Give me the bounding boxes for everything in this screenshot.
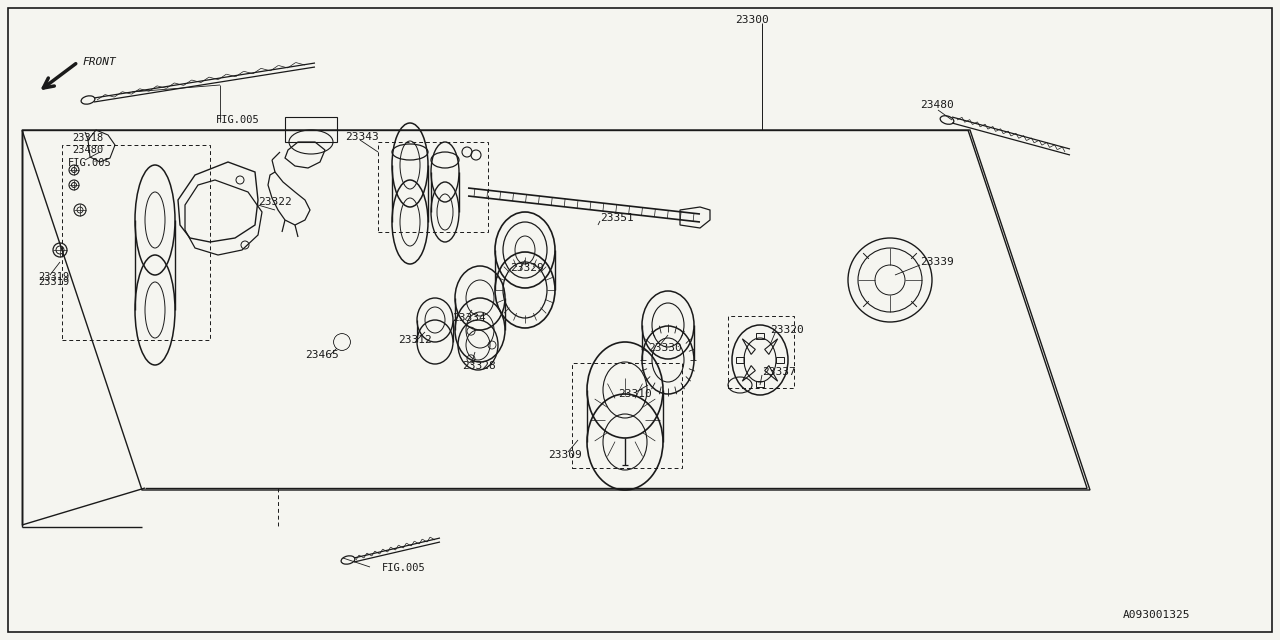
Text: 23480: 23480 bbox=[72, 145, 104, 155]
Bar bbox=[756, 381, 764, 387]
Text: 23337: 23337 bbox=[762, 367, 796, 377]
Text: 23312: 23312 bbox=[398, 335, 431, 345]
Text: 23339: 23339 bbox=[920, 257, 954, 267]
Text: FIG.005: FIG.005 bbox=[68, 158, 111, 168]
Text: 23343: 23343 bbox=[346, 132, 379, 142]
Text: FRONT: FRONT bbox=[82, 57, 115, 67]
Ellipse shape bbox=[334, 334, 349, 350]
Text: 23310: 23310 bbox=[618, 389, 652, 399]
Text: 23328: 23328 bbox=[462, 361, 495, 371]
Bar bbox=[756, 333, 764, 339]
Text: 23319: 23319 bbox=[38, 277, 69, 287]
Text: 23334: 23334 bbox=[452, 313, 485, 323]
Bar bbox=[572, 363, 682, 468]
Text: 23480: 23480 bbox=[920, 100, 954, 110]
Bar bbox=[736, 357, 744, 363]
Text: 23322: 23322 bbox=[259, 197, 292, 207]
Text: 23320: 23320 bbox=[771, 325, 804, 335]
Bar bbox=[61, 145, 210, 340]
Text: 23351: 23351 bbox=[600, 213, 634, 223]
Bar bbox=[776, 357, 785, 363]
Text: 23329: 23329 bbox=[509, 263, 544, 273]
Text: FIG.005: FIG.005 bbox=[216, 115, 260, 125]
Text: 23309: 23309 bbox=[548, 450, 581, 460]
Text: 23300: 23300 bbox=[735, 15, 769, 25]
Text: 23465: 23465 bbox=[305, 350, 339, 360]
Bar bbox=[378, 142, 488, 232]
Text: 23318: 23318 bbox=[72, 133, 104, 143]
Text: FIG.005: FIG.005 bbox=[381, 563, 426, 573]
Text: 23330: 23330 bbox=[648, 343, 682, 353]
Text: A093001325: A093001325 bbox=[1123, 610, 1190, 620]
Text: 23319: 23319 bbox=[38, 272, 69, 282]
Bar bbox=[285, 117, 337, 142]
Bar bbox=[728, 316, 794, 388]
